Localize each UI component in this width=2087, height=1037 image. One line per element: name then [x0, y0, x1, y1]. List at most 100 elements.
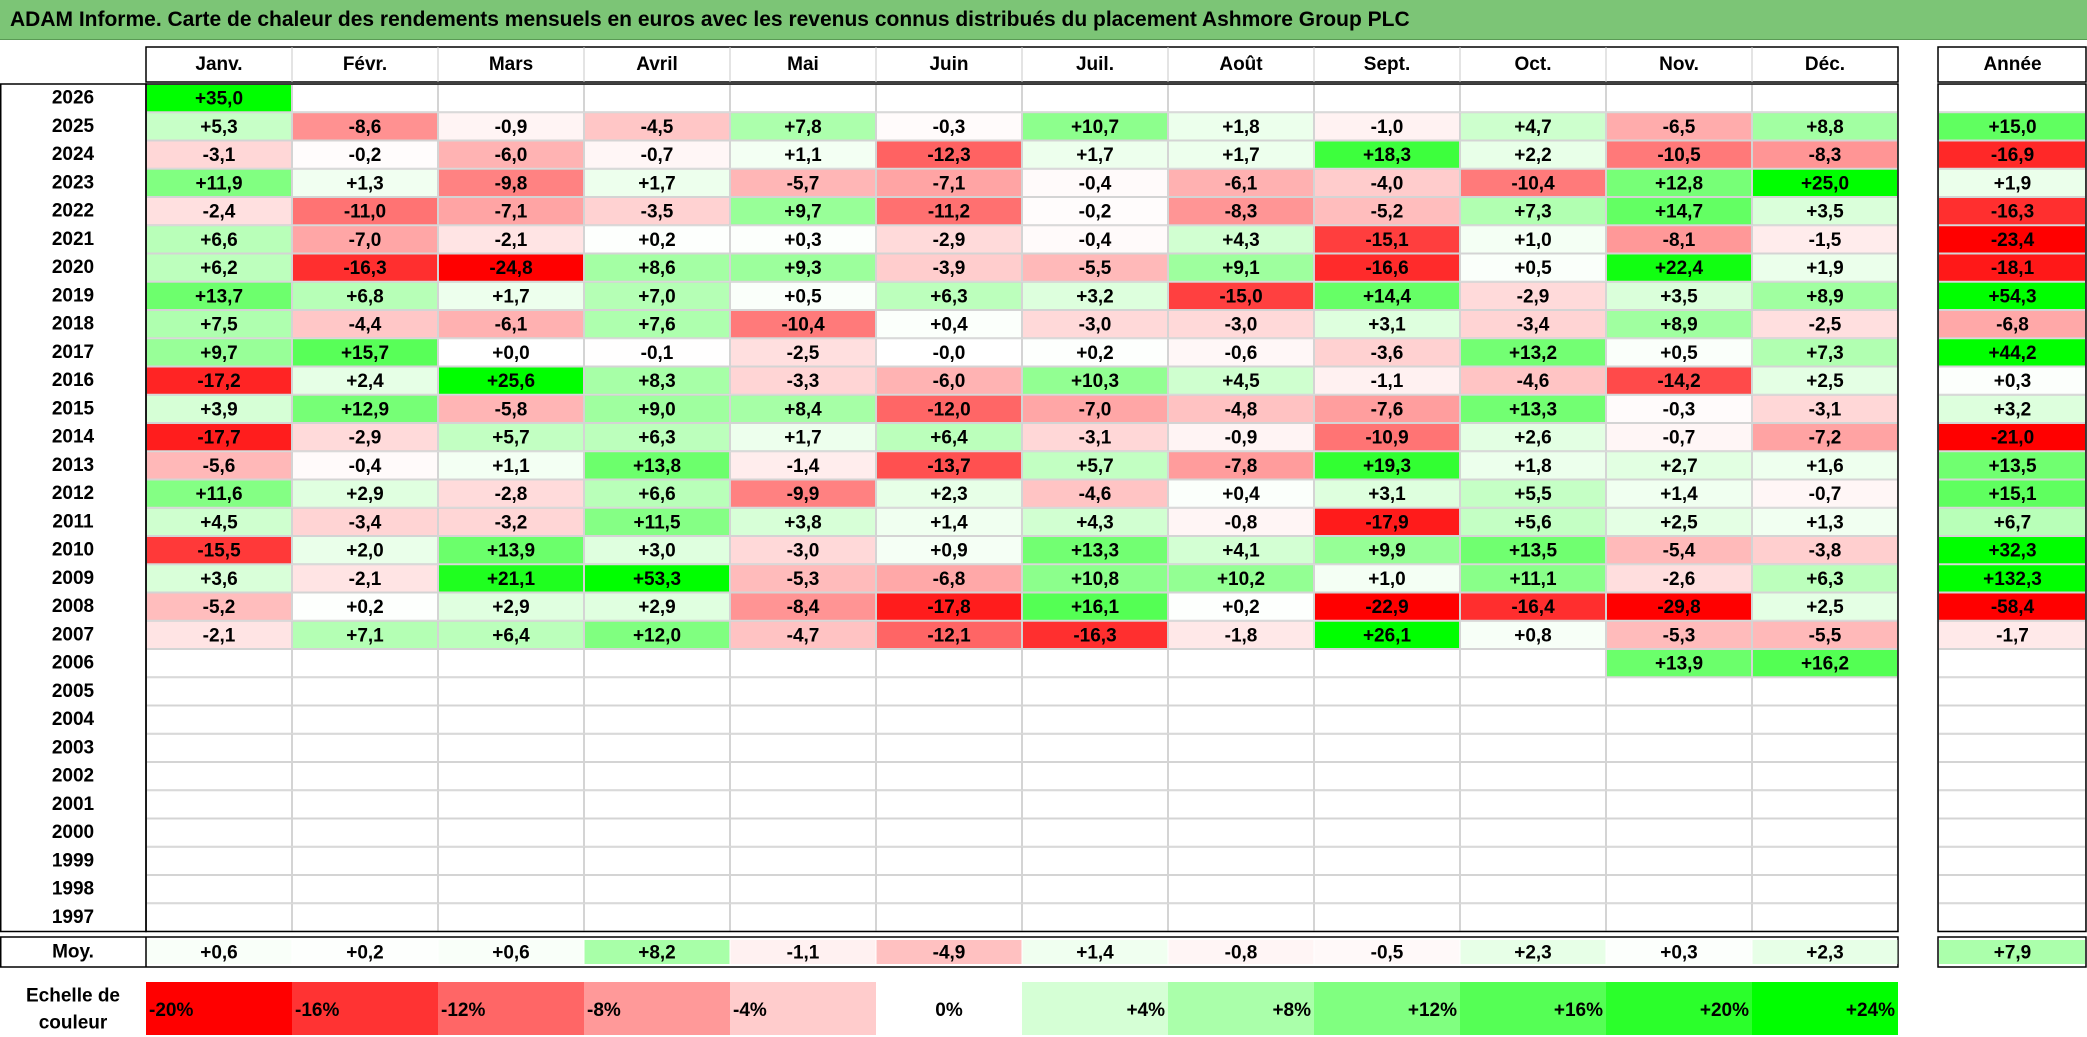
cell-value: +0,0: [492, 343, 530, 364]
heatmap-cell: [1460, 733, 1606, 762]
heatmap-cell: [1168, 536, 1314, 565]
cell-value: -11,0: [344, 202, 386, 223]
heatmap-cell: [730, 112, 876, 141]
cell-value: +0,3: [784, 230, 822, 251]
heatmap-cell: [1168, 281, 1314, 310]
heatmap-cell: [1022, 592, 1168, 621]
heatmap-cell: [438, 846, 584, 875]
heatmap-cell: [1460, 592, 1606, 621]
heatmap-cell: [146, 790, 292, 819]
heatmap-cell: [1606, 649, 1752, 678]
annual-cell: [1938, 875, 2086, 904]
heatmap-cell: [438, 451, 584, 480]
heatmap-cell: [1168, 846, 1314, 875]
heatmap-cell: [1022, 394, 1168, 423]
heatmap-cell: [1314, 903, 1460, 932]
annual-cell: [1938, 451, 2086, 480]
heatmap-cell: [438, 592, 584, 621]
heatmap-cell: [1314, 677, 1460, 706]
heatmap-cell: [1606, 168, 1752, 197]
annual-value: +3,2: [1994, 399, 2032, 420]
average-annual-value: +7,9: [1994, 943, 2032, 964]
heatmap-cell: [146, 394, 292, 423]
heatmap-cell: [730, 592, 876, 621]
annual-value: -18,1: [1991, 258, 2035, 279]
annual-header: Année: [1983, 54, 2041, 75]
heatmap-cell: [1460, 310, 1606, 339]
cell-value: -7,6: [1371, 399, 1404, 420]
heatmap-cell: [584, 479, 730, 508]
heatmap-cell: [1314, 253, 1460, 282]
heatmap-cell: [584, 84, 730, 113]
cell-value: -7,1: [933, 173, 966, 194]
color-scale-value: -4%: [733, 1000, 767, 1021]
cell-value: +8,6: [638, 258, 676, 279]
cell-value: +19,3: [1363, 456, 1411, 477]
annual-value: +44,2: [1988, 343, 2036, 364]
average-cell: [1606, 940, 1752, 964]
heatmap-cell: [1606, 846, 1752, 875]
heatmap-cell: [876, 875, 1022, 904]
heatmap-cell: [1314, 875, 1460, 904]
cell-value: +11,9: [195, 173, 242, 194]
cell-value: -2,9: [933, 230, 966, 251]
heatmap-cell: [438, 225, 584, 254]
cell-value: +2,2: [1514, 145, 1552, 166]
cell-value: -6,1: [495, 315, 528, 336]
annual-value: +6,7: [1994, 512, 2032, 533]
average-cell: [1460, 940, 1606, 964]
cell-value: -2,4: [203, 202, 236, 223]
heatmap-cell: [876, 762, 1022, 791]
cell-value: +4,3: [1076, 512, 1114, 533]
cell-value: -5,4: [1663, 541, 1696, 562]
heatmap-cell: [438, 366, 584, 395]
heatmap-cell: [1314, 338, 1460, 367]
cell-value: +14,7: [1655, 202, 1703, 223]
annual-value: +0,3: [1994, 371, 2032, 392]
heatmap-cell: [1460, 366, 1606, 395]
heatmap-cell: [292, 225, 438, 254]
cell-value: +25,0: [1801, 173, 1849, 194]
heatmap-cell: [438, 112, 584, 141]
heatmap-cell: [438, 197, 584, 226]
heatmap-cell: [1314, 479, 1460, 508]
cell-value: +0,5: [784, 286, 822, 307]
cell-value: +1,3: [1806, 512, 1844, 533]
cell-value: -2,1: [349, 569, 382, 590]
year-label: 2003: [52, 737, 94, 758]
heatmap-cell: [438, 677, 584, 706]
annual-cell: [1938, 84, 2086, 113]
year-label: 2018: [52, 314, 94, 335]
heatmap-cell: [1168, 112, 1314, 141]
heatmap-cell: [292, 846, 438, 875]
heatmap-cell: [584, 705, 730, 734]
heatmap-cell: [876, 310, 1022, 339]
cell-value: -0,4: [1079, 230, 1112, 251]
annual-value: -1,7: [1996, 625, 2029, 646]
heatmap-cell: [146, 733, 292, 762]
annual-value: +15,1: [1988, 484, 2037, 505]
heatmap-cell: [438, 310, 584, 339]
cell-value: +12,8: [1655, 173, 1703, 194]
heatmap-cell: [146, 168, 292, 197]
heatmap-cell: [1022, 197, 1168, 226]
cell-value: -15,0: [1219, 286, 1262, 307]
cell-value: -6,0: [933, 371, 966, 392]
heatmap-cell: [1752, 903, 1898, 932]
heatmap-cell: [1752, 507, 1898, 536]
heatmap-cell: [1606, 253, 1752, 282]
average-value: -0,8: [1225, 943, 1258, 964]
heatmap-cell: [292, 620, 438, 649]
cell-value: -3,0: [1079, 315, 1112, 336]
heatmap-cell: [1460, 875, 1606, 904]
cell-value: -9,9: [787, 484, 820, 505]
heatmap-cell: [1168, 677, 1314, 706]
cell-value: +2,3: [930, 484, 968, 505]
heatmap-cell: [146, 677, 292, 706]
heatmap-cell: [730, 479, 876, 508]
cell-value: +4,5: [1222, 371, 1260, 392]
heatmap-cell: [584, 310, 730, 339]
heatmap-cell: [876, 394, 1022, 423]
cell-value: -8,3: [1809, 145, 1842, 166]
heatmap-cell: [1460, 112, 1606, 141]
